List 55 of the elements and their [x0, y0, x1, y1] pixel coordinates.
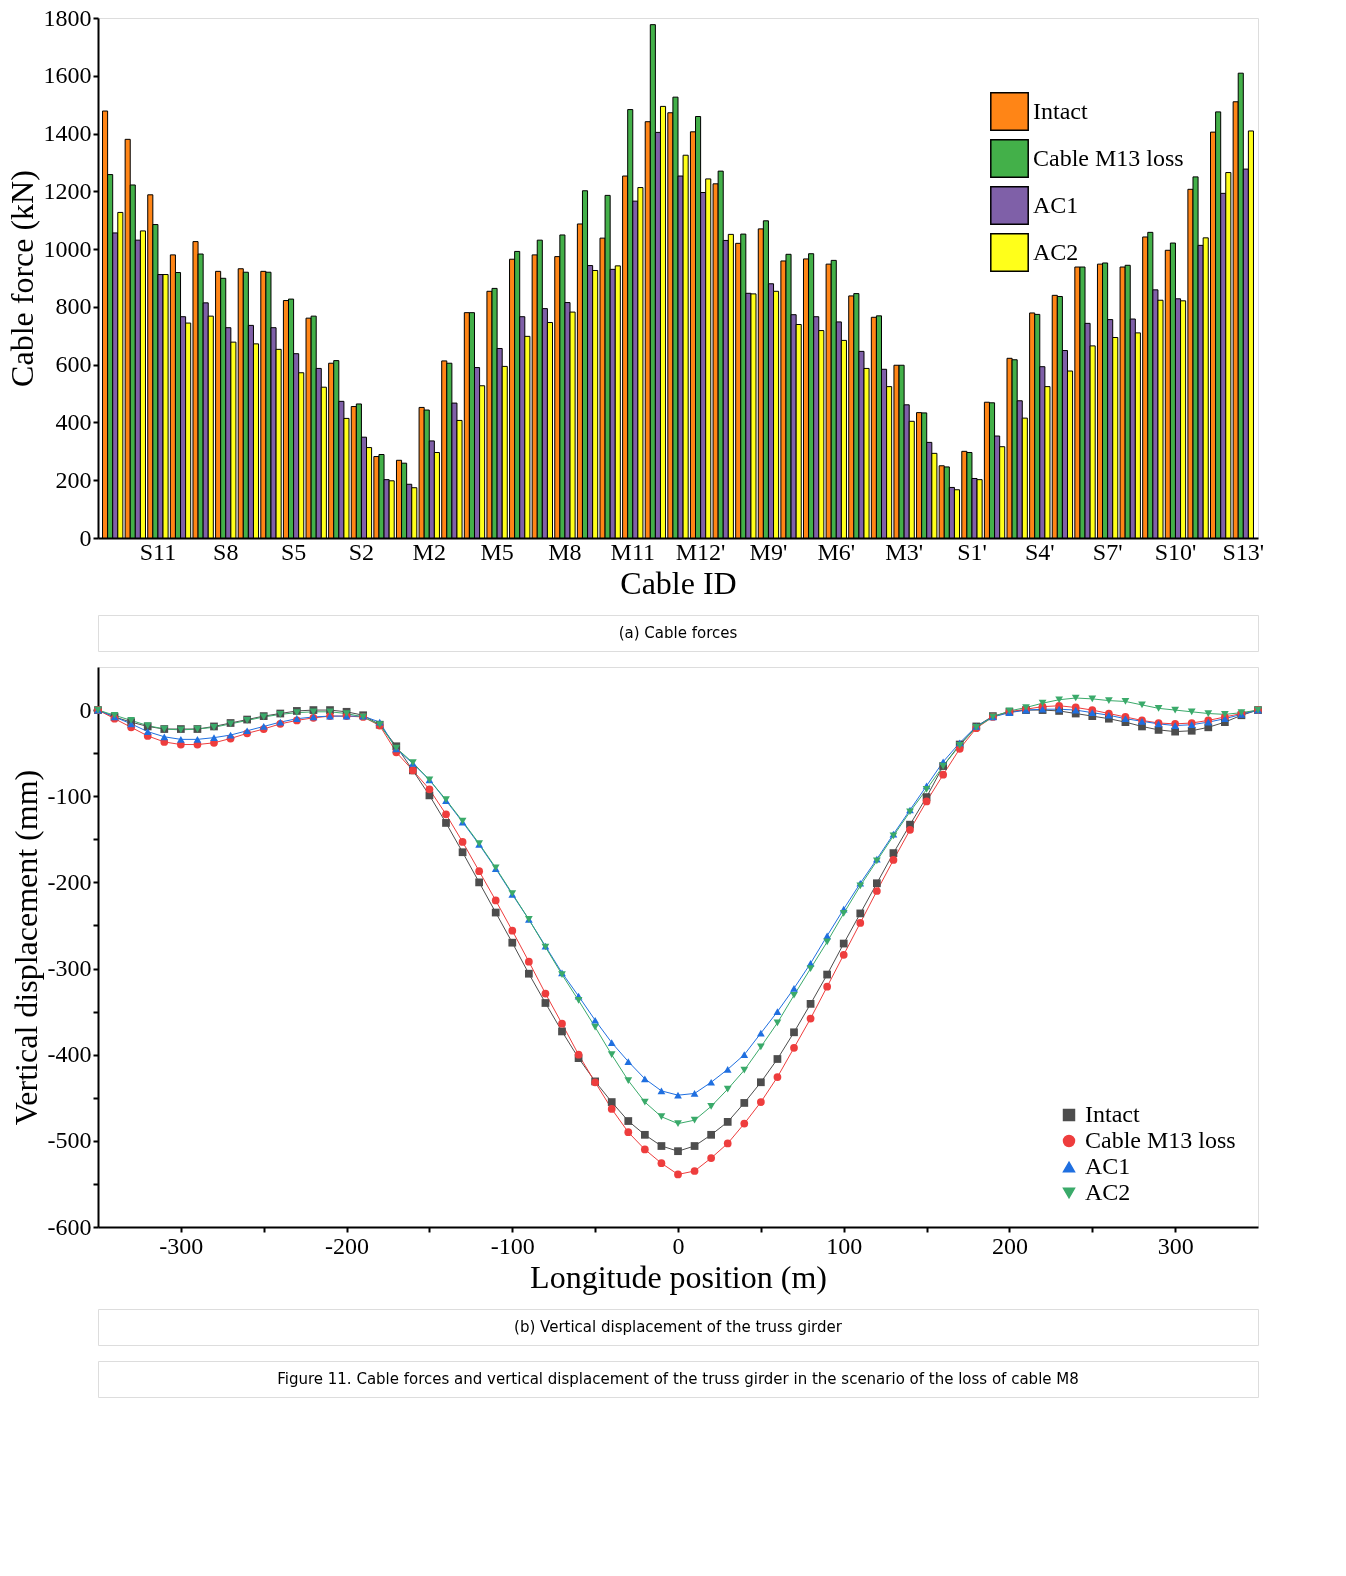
y-tick-label: 1000	[43, 235, 92, 262]
x-tick-label: S13'	[1222, 538, 1265, 565]
x-tick-label: -200	[325, 1232, 370, 1259]
y-tick-label: -100	[47, 782, 92, 809]
y-tick-label: 1200	[43, 177, 92, 204]
x-tick-label: S4'	[1024, 538, 1055, 565]
legend-label: AC1	[1085, 1153, 1131, 1179]
y-axis-title: Vertical displacement (mm)	[7, 769, 44, 1126]
x-tick-label: S2	[348, 538, 375, 565]
x-tick-label: M2	[412, 538, 446, 565]
x-tick-label: M6'	[817, 538, 856, 565]
x-tick-label: S11	[139, 538, 177, 565]
x-tick-label: M12'	[675, 538, 726, 565]
y-tick-label: 1600	[43, 62, 92, 89]
legend-label: AC2	[1033, 238, 1079, 265]
y-tick-label: 600	[55, 351, 92, 378]
x-tick-label: M3'	[885, 538, 923, 565]
x-axis-title: Cable ID	[620, 564, 737, 601]
y-tick-label: 400	[55, 408, 92, 435]
y-tick-label: -600	[47, 1213, 92, 1240]
x-tick-label: S8	[213, 538, 239, 565]
y-tick-label: 800	[55, 293, 92, 320]
x-tick-label: -300	[159, 1232, 204, 1259]
y-tick-label: 0	[79, 696, 92, 723]
y-tick-label: -400	[47, 1041, 92, 1068]
y-tick-label: -200	[47, 868, 92, 895]
legend-label: AC1	[1033, 191, 1079, 218]
legend-label: AC2	[1085, 1179, 1131, 1205]
y-tick-label: 1800	[43, 4, 92, 31]
x-tick-label: 200	[991, 1232, 1028, 1259]
y-tick-label: 200	[55, 466, 92, 493]
legend-label: Cable M13 loss	[1033, 144, 1184, 171]
x-tick-label: S5	[280, 538, 307, 565]
x-axis-title: Longitude position (m)	[530, 1258, 827, 1295]
x-tick-label: S1'	[957, 538, 987, 565]
x-tick-label: S10'	[1154, 538, 1197, 565]
y-tick-label: -300	[47, 955, 92, 982]
x-tick-label: 0	[672, 1232, 685, 1259]
x-tick-label: M11	[610, 538, 655, 565]
legend-label: Cable M13 loss	[1085, 1127, 1236, 1153]
text: (b) Vertical displacement of the truss girder	[514, 1318, 843, 1336]
text: (a) Cable forces	[618, 624, 738, 642]
x-tick-label: M9'	[749, 538, 788, 565]
x-tick-label: 100	[826, 1232, 863, 1259]
x-tick-label: S7'	[1092, 538, 1123, 565]
x-tick-label: 300	[1157, 1232, 1194, 1259]
y-axis-title: Cable force (kN)	[3, 170, 40, 387]
legend-label: Intact	[1033, 97, 1088, 124]
y-tick-label: -500	[47, 1127, 92, 1154]
x-tick-label: M5	[480, 538, 514, 565]
x-tick-label: M8	[548, 538, 582, 565]
legend-label: Intact	[1085, 1101, 1140, 1127]
y-tick-label: 1400	[43, 120, 92, 147]
x-tick-label: -100	[490, 1232, 535, 1259]
caption: Figure 11. Cable forces and vertical displacement of the truss girder in the scenario of the loss of cable M8	[277, 1370, 1079, 1388]
